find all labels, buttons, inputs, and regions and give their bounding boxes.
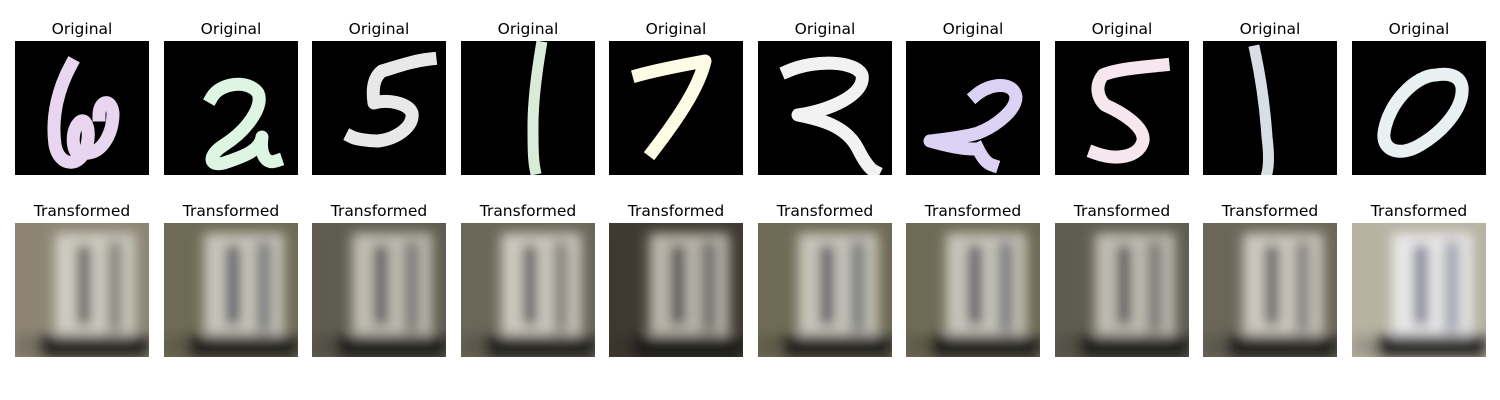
panel-title: Transformed (1073, 202, 1171, 220)
digit-image (906, 41, 1040, 175)
transformed-image (1352, 223, 1486, 357)
panel-title: Transformed (330, 202, 428, 220)
digit-image (312, 41, 446, 175)
digit-image (1203, 41, 1337, 175)
transformed-image (461, 223, 595, 357)
transformed-image (758, 223, 892, 357)
panel-title: Transformed (627, 202, 725, 220)
panel-title: Original (1239, 20, 1301, 38)
digit-stroke (343, 51, 438, 148)
panel-title: Transformed (33, 202, 131, 220)
digit-image (1055, 41, 1189, 175)
transformed-image (312, 223, 446, 357)
transformed-image (15, 223, 149, 357)
transformed-image (1203, 223, 1337, 357)
digit-image (758, 41, 892, 175)
digit-stroke (47, 56, 120, 169)
digit-stroke (923, 79, 1023, 174)
digit-stroke (203, 77, 285, 171)
panel-title: Transformed (1221, 202, 1319, 220)
digit-image (15, 41, 149, 175)
panel-title: Original (645, 20, 707, 38)
digit-image (1352, 41, 1486, 175)
digit-stroke (779, 56, 883, 175)
panel-title: Original (51, 20, 113, 38)
transformed-image (609, 223, 743, 357)
panel-title: Transformed (1370, 202, 1468, 220)
panel-title: Transformed (182, 202, 280, 220)
digit-stroke (1248, 44, 1274, 175)
digit-stroke (1086, 57, 1171, 164)
digit-stroke (1377, 67, 1469, 158)
panel-title: Original (497, 20, 559, 38)
panel-title: Transformed (479, 202, 577, 220)
digit-image (461, 41, 595, 175)
panel-title: Transformed (776, 202, 874, 220)
digit-stroke (527, 41, 548, 175)
panel-title: Original (942, 20, 1004, 38)
panel-title: Transformed (924, 202, 1022, 220)
transformed-image (906, 223, 1040, 357)
panel-title: Original (794, 20, 856, 38)
transformed-image (164, 223, 298, 357)
panel-title: Original (1091, 20, 1153, 38)
panel-title: Original (348, 20, 410, 38)
panel-title: Original (200, 20, 262, 38)
digit-image (164, 41, 298, 175)
transformed-image (1055, 223, 1189, 357)
digit-image (609, 41, 743, 175)
panel-title: Original (1388, 20, 1450, 38)
digit-stroke (631, 54, 712, 161)
